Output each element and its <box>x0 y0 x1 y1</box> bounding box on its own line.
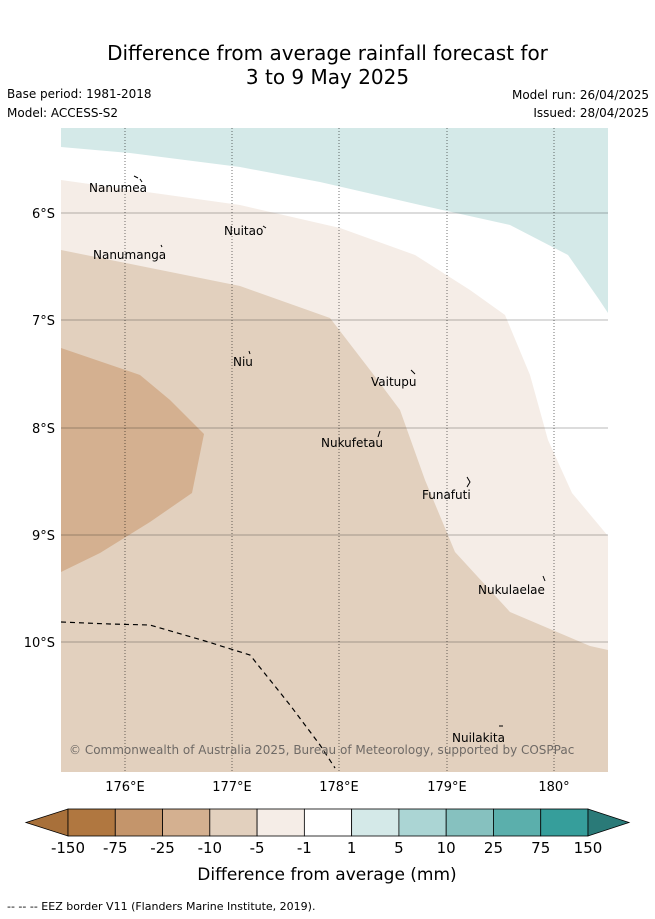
place-labels: Nanumea Nuitao Nanumanga Niu Vaitupu Nuk… <box>89 181 545 745</box>
place-label: Nuitao <box>224 224 263 238</box>
region-1-to-5 <box>61 128 608 313</box>
place-label: Nanumanga <box>93 248 166 262</box>
colorbar <box>24 808 631 837</box>
place-label: Nukulaelae <box>478 583 545 597</box>
colorbar-segment <box>162 808 211 837</box>
nanumanga-island <box>160 244 163 248</box>
vaitupu-island <box>410 369 416 375</box>
legend-title: Difference from average (mm) <box>197 865 456 885</box>
place-label: Nanumea <box>89 181 147 195</box>
lon-label: 179°E <box>427 780 467 795</box>
colorbar-tick-label: -25 <box>150 839 175 857</box>
lon-label: 177°E <box>212 780 252 795</box>
lon-label: 176°E <box>105 780 145 795</box>
colorbar-segment <box>303 808 353 837</box>
colorbar-tick-labels: -150 -75 -25 -10 -5 -1 1 5 10 25 75 150 <box>51 839 602 857</box>
colorbar-tick-label: 5 <box>394 839 404 857</box>
colorbar-tick-label: -150 <box>51 839 85 857</box>
colorbar-tick-label: 1 <box>347 839 357 857</box>
latitude-labels: 6°S 7°S 8°S 9°S 10°S <box>24 207 55 651</box>
colorbar-segment <box>398 808 447 837</box>
colorbar-tick-label: -5 <box>250 839 265 857</box>
colorbar-segment <box>114 808 163 837</box>
lat-label: 7°S <box>32 314 55 329</box>
model-name: Model: ACCESS-S2 <box>7 106 119 120</box>
colorbar-tick-label: -10 <box>198 839 223 857</box>
lat-label: 9°S <box>32 529 55 544</box>
colorbar-segment <box>493 808 542 837</box>
colorbar-segment <box>351 808 400 837</box>
nuitao-island <box>262 225 267 229</box>
place-label: Vaitupu <box>371 375 417 389</box>
nanumea-island <box>133 175 143 183</box>
eez-border <box>61 621 336 769</box>
region-minus-25-to-10 <box>61 348 204 572</box>
colorbar-segment <box>445 808 494 837</box>
colorbar-tick-label: 75 <box>531 839 550 857</box>
colorbar-extend-high <box>587 808 631 837</box>
colorbar-segment <box>540 808 589 837</box>
funafuti-island <box>466 476 471 488</box>
lon-label: 180° <box>538 780 569 795</box>
niu-island <box>248 350 251 355</box>
title-line1: Difference from average rainfall forecas… <box>107 41 548 65</box>
base-period: Base period: 1981-2018 <box>7 87 152 101</box>
nukulaelae-island <box>542 575 546 582</box>
lat-label: 6°S <box>32 207 55 222</box>
islands <box>133 175 546 727</box>
lat-label: 10°S <box>24 636 55 651</box>
issued-date: Issued: 28/04/2025 <box>533 106 649 120</box>
colorbar-tick-label: -1 <box>297 839 312 857</box>
colorbar-tick-label: -75 <box>103 839 128 857</box>
colorbar-extend-low <box>24 808 69 837</box>
colorbar-tick-label: 10 <box>437 839 456 857</box>
lon-label: 178°E <box>319 780 359 795</box>
latitude-gridlines <box>61 212 608 643</box>
longitude-gridlines <box>124 128 555 772</box>
colorbar-tick-label: 25 <box>484 839 503 857</box>
title-line2: 3 to 9 May 2025 <box>245 65 410 89</box>
colorbar-segment <box>256 808 305 837</box>
copyright-note: © Commonwealth of Australia 2025, Bureau… <box>69 743 574 757</box>
place-label: Nuilakita <box>452 731 505 745</box>
model-run: Model run: 26/04/2025 <box>511 88 649 102</box>
colorbar-segment <box>67 808 116 837</box>
nukufetau-island <box>377 430 381 438</box>
longitude-labels: 176°E 177°E 178°E 179°E 180° <box>105 780 569 795</box>
eez-footnote: -- -- -- EEZ border V11 (Flanders Marine… <box>7 900 316 913</box>
colorbar-segment <box>209 808 258 837</box>
lat-label: 8°S <box>32 422 55 437</box>
region-minus-1-to-1 <box>61 128 608 536</box>
colorbar-tick-label: 150 <box>574 839 603 857</box>
place-label: Nukufetau <box>321 436 383 450</box>
map-area: Nanumea Nuitao Nanumanga Niu Vaitupu Nuk… <box>61 128 608 772</box>
place-label: Funafuti <box>422 488 471 502</box>
place-label: Niu <box>233 355 253 369</box>
